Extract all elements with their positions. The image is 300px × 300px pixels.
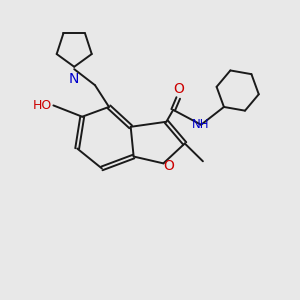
Text: O: O	[173, 82, 184, 96]
Text: HO: HO	[33, 99, 52, 112]
Text: NH: NH	[192, 118, 210, 131]
Text: O: O	[163, 159, 174, 173]
Text: N: N	[69, 72, 80, 86]
